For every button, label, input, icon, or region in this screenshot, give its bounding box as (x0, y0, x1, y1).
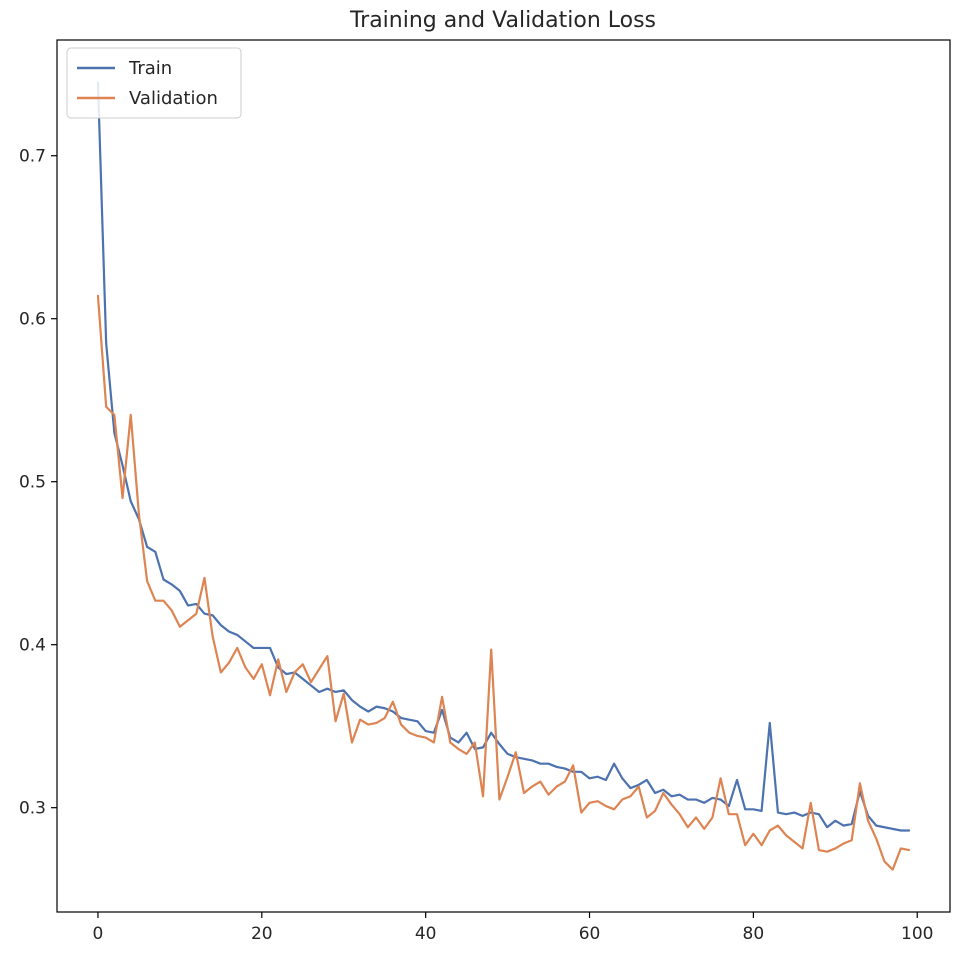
axes-frame (56, 39, 951, 913)
legend-box (66, 47, 242, 119)
chart-title: Training and Validation Loss (349, 8, 656, 33)
x-tick-label: 20 (251, 924, 273, 944)
legend: Train Validation (66, 47, 242, 119)
legend-label-train: Train (128, 58, 172, 79)
series-line-validation (96, 294, 911, 871)
x-tick-label: 80 (743, 924, 765, 944)
y-tick-label: 0.4 (19, 636, 46, 656)
x-tick-label: 100 (901, 924, 933, 944)
y-tick-label: 0.7 (19, 147, 46, 167)
plot-area (96, 81, 911, 871)
x-tick-label: 0 (93, 924, 104, 944)
y-tick-label: 0.6 (19, 310, 46, 330)
y-tick-label: 0.3 (19, 799, 46, 819)
x-tick-label: 40 (415, 924, 437, 944)
legend-label-validation: Validation (129, 88, 218, 109)
series-line-train (96, 81, 911, 832)
x-tick-label: 60 (579, 924, 601, 944)
y-tick-label: 0.5 (19, 473, 46, 493)
axes: 0 20 40 60 80 100 0.3 0.4 0.5 0.6 0.7 (19, 39, 951, 944)
